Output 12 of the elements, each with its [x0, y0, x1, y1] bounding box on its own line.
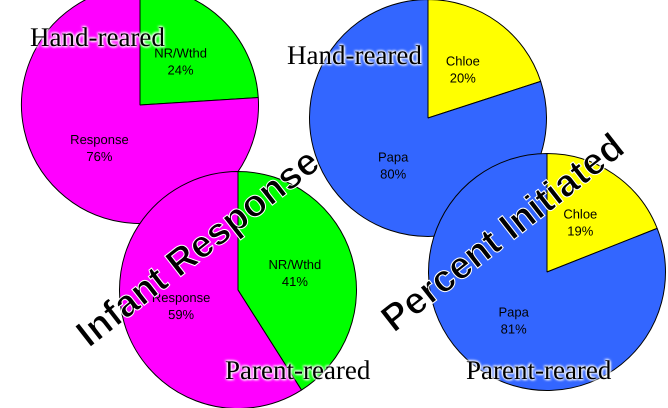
- data-label: 20%: [450, 70, 476, 86]
- data-label: 41%: [282, 274, 308, 290]
- data-label: 80%: [380, 166, 407, 182]
- data-label: 76%: [86, 148, 113, 164]
- data-label: 59%: [168, 307, 195, 322]
- slice-label: NR/Wthd: [154, 45, 207, 60]
- slice-label: Papa: [378, 150, 410, 165]
- text: Parent-reared: [225, 355, 370, 386]
- slice-label: Chloe: [446, 54, 480, 69]
- data-label: 81%: [500, 322, 528, 337]
- slice-label: Response: [70, 132, 129, 147]
- data-label: 24%: [168, 62, 194, 78]
